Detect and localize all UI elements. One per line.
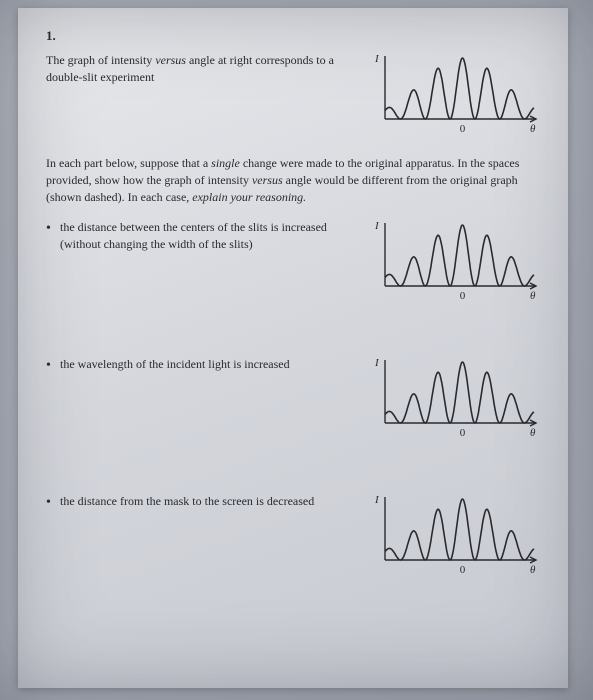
part-graph: I 0 θ [365, 219, 540, 304]
svg-text:θ: θ [530, 427, 536, 439]
part-graph: I 0 θ [365, 493, 540, 578]
svg-text:θ: θ [530, 290, 536, 302]
svg-text:0: 0 [460, 564, 466, 576]
svg-text:I: I [374, 494, 380, 506]
intro-row: The graph of intensity versus angle at r… [46, 52, 540, 137]
question-number: 1. [46, 28, 540, 44]
intro-graph: I 0 θ [365, 52, 540, 137]
part-graph: I 0 θ [365, 356, 540, 441]
part-text: the wavelength of the incident light is … [46, 356, 365, 373]
svg-text:0: 0 [460, 427, 466, 439]
svg-text:0: 0 [460, 123, 466, 135]
svg-text:θ: θ [530, 123, 536, 135]
part-text: the distance from the mask to the screen… [46, 493, 365, 510]
part-row: the distance between the centers of the … [46, 219, 540, 304]
svg-text:0: 0 [460, 290, 466, 302]
part-row: the wavelength of the incident light is … [46, 356, 540, 441]
parts-container: the distance between the centers of the … [46, 219, 540, 578]
svg-text:I: I [374, 357, 380, 369]
svg-text:θ: θ [530, 564, 536, 576]
svg-text:I: I [374, 220, 380, 232]
part-text: the distance between the centers of the … [46, 219, 365, 253]
worksheet-paper: 1. The graph of intensity versus angle a… [18, 8, 568, 688]
instructions-text: In each part below, suppose that a singl… [46, 155, 540, 205]
intro-text: The graph of intensity versus angle at r… [46, 52, 365, 86]
svg-text:I: I [374, 53, 380, 65]
part-row: the distance from the mask to the screen… [46, 493, 540, 578]
